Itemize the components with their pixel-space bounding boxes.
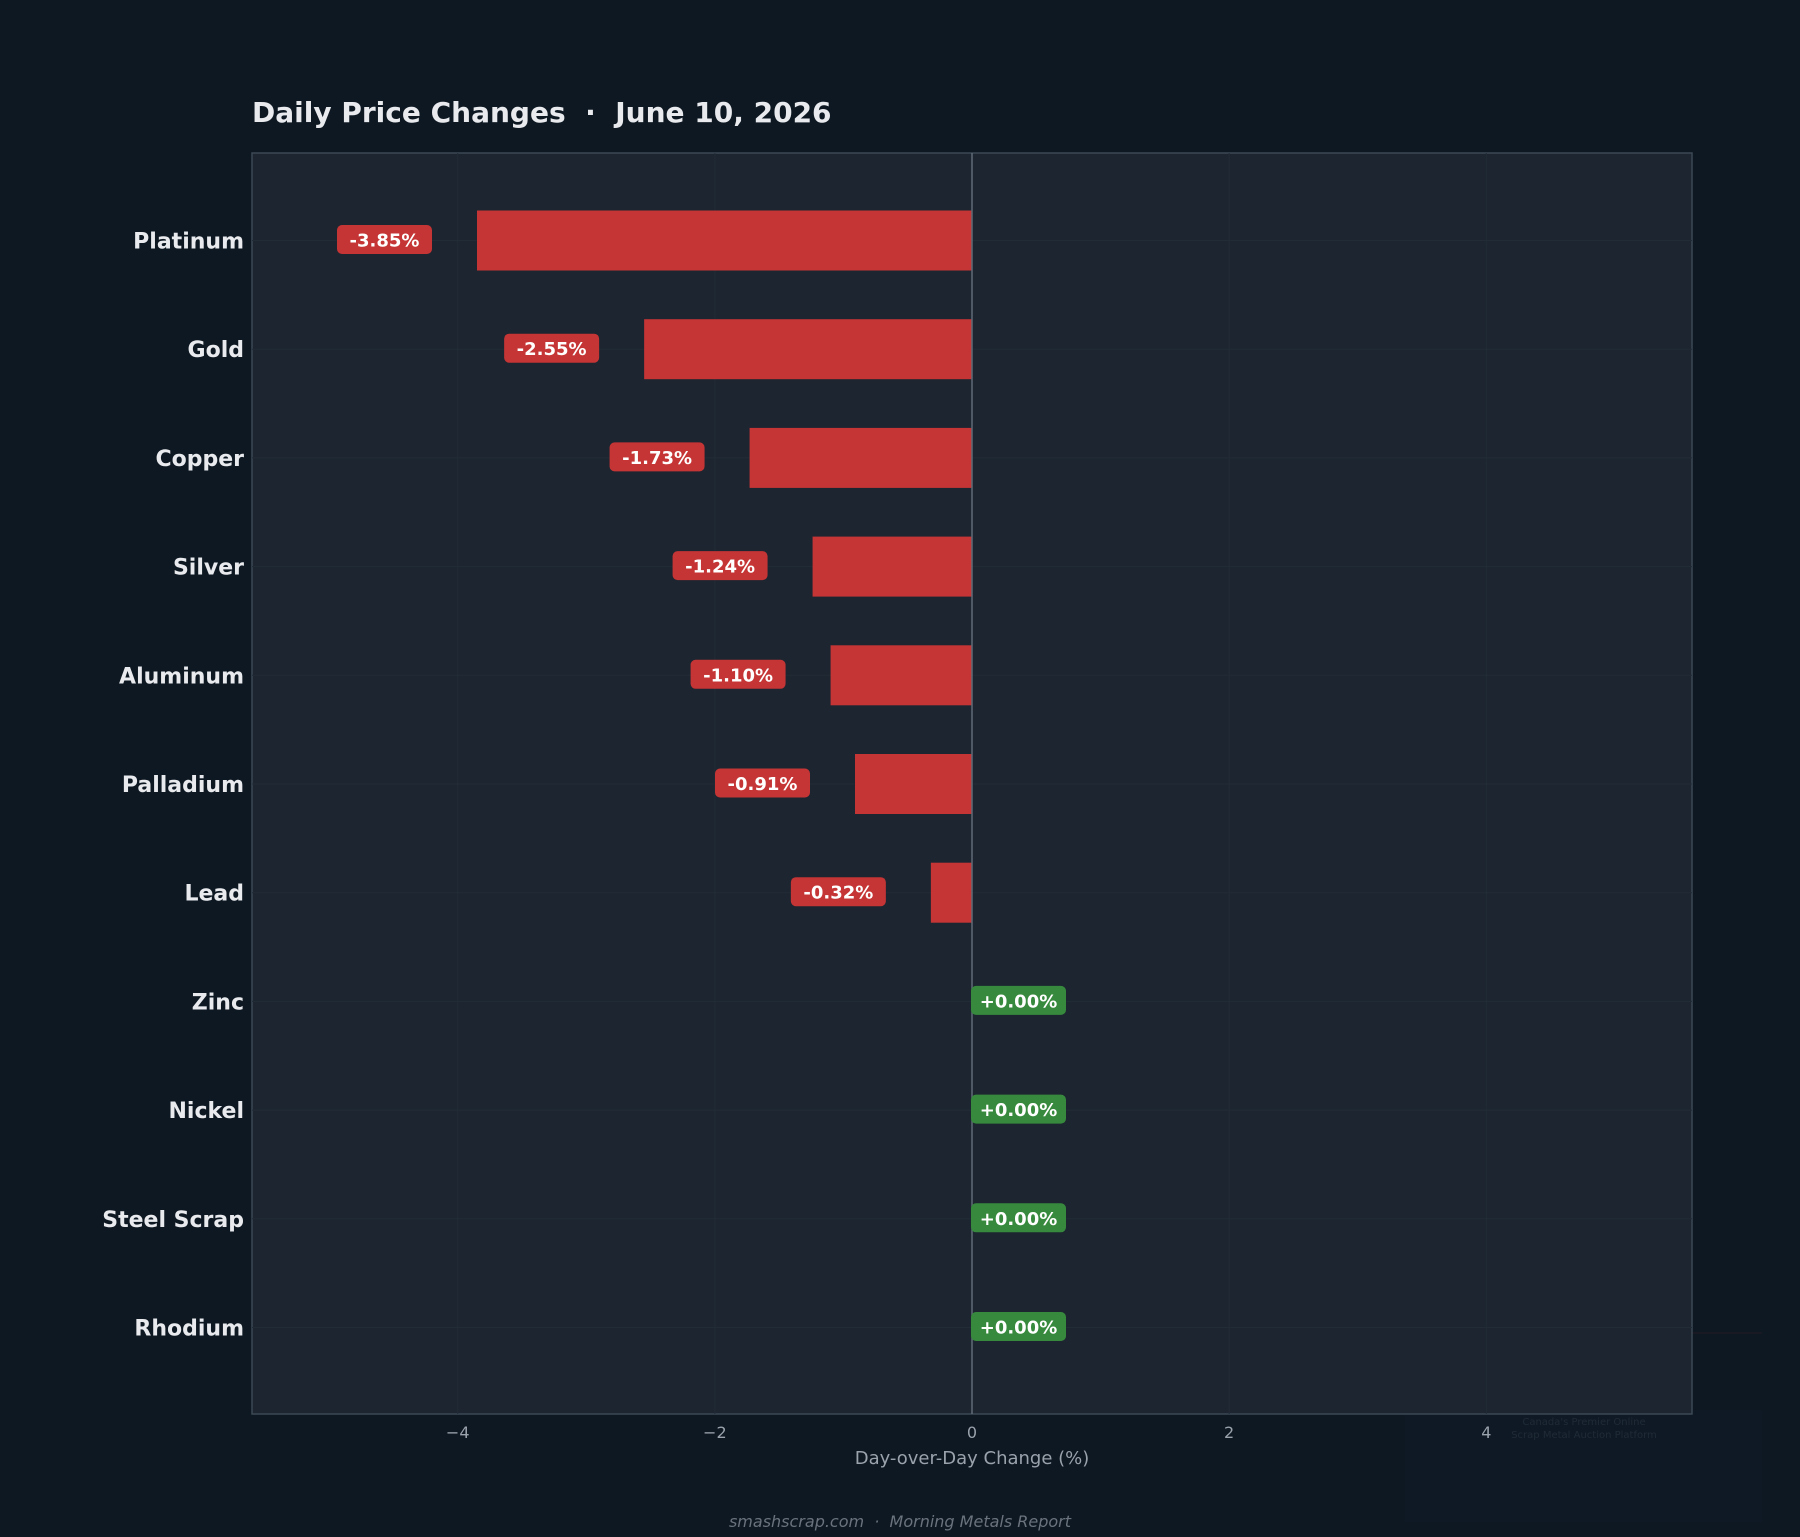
data-label-text: +0.00% bbox=[980, 1209, 1058, 1230]
data-label-text: +0.00% bbox=[980, 991, 1058, 1012]
category-label: Nickel bbox=[169, 1099, 245, 1124]
data-label-background bbox=[971, 1312, 1066, 1341]
data-label-background bbox=[715, 768, 810, 798]
data-label: -1.73% bbox=[609, 442, 705, 472]
data-label-background bbox=[971, 1094, 1066, 1124]
bar bbox=[477, 210, 972, 271]
data-label-text: -2.55% bbox=[517, 339, 587, 360]
category-label: Silver bbox=[173, 556, 244, 581]
bar bbox=[644, 319, 972, 380]
data-label-background bbox=[337, 225, 432, 254]
category-label: Copper bbox=[155, 447, 244, 472]
data-label: -1.24% bbox=[672, 551, 768, 581]
category-labels: Platinum Gold Copper Silver Aluminum Palladiu… bbox=[102, 230, 244, 1342]
data-label: -0.32% bbox=[790, 877, 886, 907]
data-label-background bbox=[790, 877, 886, 907]
x-tick-label: −4 bbox=[446, 1423, 470, 1442]
bars bbox=[477, 210, 972, 923]
data-label-text: -0.32% bbox=[803, 883, 873, 904]
bar bbox=[749, 427, 972, 488]
x-axis-label: Day-over-Day Change (%) bbox=[855, 1448, 1090, 1469]
data-label-text: -1.73% bbox=[622, 448, 692, 469]
data-label-background bbox=[971, 985, 1066, 1015]
data-label: -0.91% bbox=[715, 768, 810, 798]
data-label-text: -1.24% bbox=[685, 557, 755, 578]
data-label: +0.00% bbox=[971, 1312, 1066, 1341]
category-label: Aluminum bbox=[119, 664, 244, 689]
data-label-background bbox=[504, 333, 600, 363]
category-label: Lead bbox=[184, 882, 244, 907]
data-label-background bbox=[690, 659, 786, 689]
chart-title: Daily Price Changes · June 10, 2026 bbox=[252, 96, 832, 129]
x-tick-labels: −4 −2 0 2 4 bbox=[446, 1423, 1491, 1442]
x-tick-label: 4 bbox=[1481, 1423, 1491, 1442]
data-label-text: +0.00% bbox=[980, 1318, 1058, 1339]
data-label-background bbox=[609, 442, 705, 472]
data-label-background bbox=[672, 551, 768, 581]
data-label: -2.55% bbox=[504, 333, 600, 363]
data-labels: -3.85% -2.55% -1.73% -1.24% -1.10% -0.91% -0.3… bbox=[337, 225, 1066, 1341]
bar bbox=[855, 754, 972, 814]
footer-text: smashscrap.com · Morning Metals Report bbox=[729, 1512, 1072, 1531]
data-label-text: +0.00% bbox=[980, 1100, 1058, 1121]
bar bbox=[812, 536, 972, 597]
category-label: Rhodium bbox=[134, 1317, 244, 1342]
data-label-text: -1.10% bbox=[703, 665, 773, 686]
bar bbox=[930, 862, 972, 923]
data-label-background bbox=[971, 1203, 1066, 1233]
category-label: Platinum bbox=[133, 230, 244, 255]
watermark: Canada's Premier Online Scrap Metal Auct… bbox=[1405, 1332, 1762, 1522]
category-label: Gold bbox=[188, 338, 244, 363]
x-tick-label: −2 bbox=[703, 1423, 727, 1442]
category-label: Palladium bbox=[122, 773, 244, 798]
data-label: +0.00% bbox=[971, 1094, 1066, 1124]
watermark-line-1: Canada's Premier Online bbox=[1522, 1417, 1645, 1428]
data-label: -3.85% bbox=[337, 225, 432, 254]
x-tick-label: 0 bbox=[967, 1423, 977, 1442]
data-label: -1.10% bbox=[690, 659, 786, 689]
watermark-line-2: Scrap Metal Auction Platform bbox=[1511, 1430, 1657, 1441]
data-label-text: -0.91% bbox=[728, 774, 798, 795]
data-label-text: -3.85% bbox=[350, 231, 420, 252]
category-label: Zinc bbox=[192, 990, 244, 1015]
category-label: Steel Scrap bbox=[102, 1208, 244, 1233]
data-label: +0.00% bbox=[971, 1203, 1066, 1233]
x-tick-label: 2 bbox=[1224, 1423, 1234, 1442]
bar bbox=[830, 645, 972, 706]
data-label: +0.00% bbox=[971, 985, 1066, 1015]
